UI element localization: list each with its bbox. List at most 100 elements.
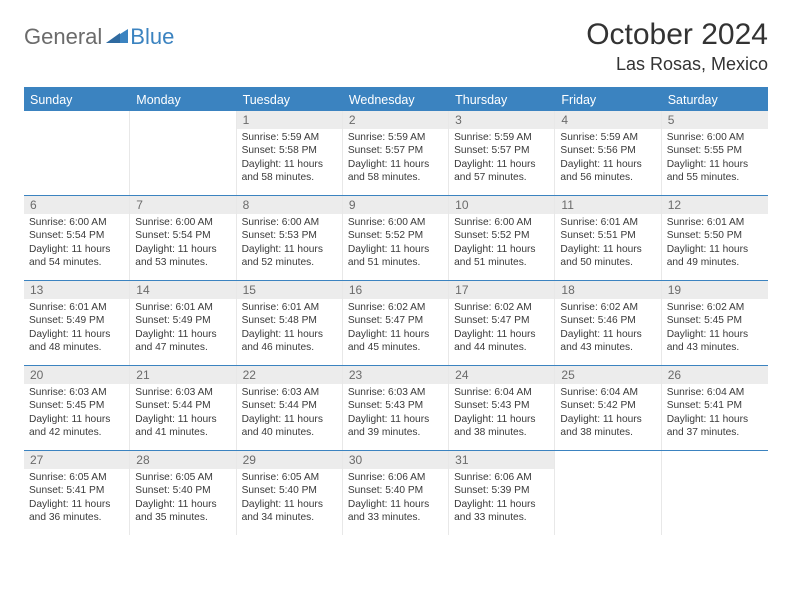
- calendar-day: 15Sunrise: 6:01 AMSunset: 5:48 PMDayligh…: [237, 281, 343, 365]
- day-number: 12: [662, 196, 768, 214]
- daylight-text: Daylight: 11 hours and 52 minutes.: [242, 243, 337, 270]
- daylight-text: Daylight: 11 hours and 48 minutes.: [29, 328, 124, 355]
- logo-text-blue: Blue: [130, 24, 174, 50]
- sunset-text: Sunset: 5:50 PM: [667, 229, 763, 242]
- daylight-text: Daylight: 11 hours and 51 minutes.: [454, 243, 549, 270]
- day-info: Sunrise: 6:04 AMSunset: 5:43 PMDaylight:…: [449, 384, 554, 440]
- day-number: 1: [237, 111, 342, 129]
- weekday-header: Thursday: [449, 89, 555, 111]
- sunset-text: Sunset: 5:49 PM: [29, 314, 124, 327]
- day-info: Sunrise: 6:00 AMSunset: 5:53 PMDaylight:…: [237, 214, 342, 270]
- calendar-week: 20Sunrise: 6:03 AMSunset: 5:45 PMDayligh…: [24, 365, 768, 450]
- weekday-header: Friday: [555, 89, 661, 111]
- sunrise-text: Sunrise: 6:01 AM: [667, 216, 763, 229]
- sunrise-text: Sunrise: 6:00 AM: [348, 216, 443, 229]
- day-info: Sunrise: 6:03 AMSunset: 5:44 PMDaylight:…: [130, 384, 235, 440]
- title-block: October 2024 Las Rosas, Mexico: [586, 18, 768, 75]
- calendar-day: [662, 451, 768, 535]
- day-number: 23: [343, 366, 448, 384]
- calendar-week: 1Sunrise: 5:59 AMSunset: 5:58 PMDaylight…: [24, 111, 768, 195]
- logo-text-general: General: [24, 24, 102, 50]
- day-info: Sunrise: 6:01 AMSunset: 5:49 PMDaylight:…: [130, 299, 235, 355]
- sunset-text: Sunset: 5:47 PM: [348, 314, 443, 327]
- calendar-day: [130, 111, 236, 195]
- weekday-header: Wednesday: [343, 89, 449, 111]
- day-number: 26: [662, 366, 768, 384]
- day-info: Sunrise: 6:04 AMSunset: 5:42 PMDaylight:…: [555, 384, 660, 440]
- day-info: Sunrise: 6:02 AMSunset: 5:47 PMDaylight:…: [343, 299, 448, 355]
- sunset-text: Sunset: 5:43 PM: [348, 399, 443, 412]
- day-info: Sunrise: 6:01 AMSunset: 5:51 PMDaylight:…: [555, 214, 660, 270]
- day-info: Sunrise: 6:05 AMSunset: 5:40 PMDaylight:…: [237, 469, 342, 525]
- daylight-text: Daylight: 11 hours and 56 minutes.: [560, 158, 655, 185]
- day-number: 9: [343, 196, 448, 214]
- sunset-text: Sunset: 5:49 PM: [135, 314, 230, 327]
- day-info: Sunrise: 6:05 AMSunset: 5:41 PMDaylight:…: [24, 469, 129, 525]
- sunset-text: Sunset: 5:45 PM: [29, 399, 124, 412]
- calendar-day: 3Sunrise: 5:59 AMSunset: 5:57 PMDaylight…: [449, 111, 555, 195]
- calendar-day: 27Sunrise: 6:05 AMSunset: 5:41 PMDayligh…: [24, 451, 130, 535]
- calendar-day: 16Sunrise: 6:02 AMSunset: 5:47 PMDayligh…: [343, 281, 449, 365]
- sunset-text: Sunset: 5:41 PM: [667, 399, 763, 412]
- weekday-header: Monday: [130, 89, 236, 111]
- sunrise-text: Sunrise: 5:59 AM: [454, 131, 549, 144]
- sunrise-text: Sunrise: 6:04 AM: [454, 386, 549, 399]
- daylight-text: Daylight: 11 hours and 33 minutes.: [348, 498, 443, 525]
- day-info: Sunrise: 6:06 AMSunset: 5:39 PMDaylight:…: [449, 469, 554, 525]
- daylight-text: Daylight: 11 hours and 58 minutes.: [242, 158, 337, 185]
- daylight-text: Daylight: 11 hours and 33 minutes.: [454, 498, 549, 525]
- daylight-text: Daylight: 11 hours and 40 minutes.: [242, 413, 337, 440]
- calendar-day: 23Sunrise: 6:03 AMSunset: 5:43 PMDayligh…: [343, 366, 449, 450]
- sunrise-text: Sunrise: 6:05 AM: [242, 471, 337, 484]
- daylight-text: Daylight: 11 hours and 35 minutes.: [135, 498, 230, 525]
- calendar-day: 14Sunrise: 6:01 AMSunset: 5:49 PMDayligh…: [130, 281, 236, 365]
- day-number: 24: [449, 366, 554, 384]
- day-info: Sunrise: 5:59 AMSunset: 5:57 PMDaylight:…: [343, 129, 448, 185]
- calendar-week: 13Sunrise: 6:01 AMSunset: 5:49 PMDayligh…: [24, 280, 768, 365]
- calendar-day: 31Sunrise: 6:06 AMSunset: 5:39 PMDayligh…: [449, 451, 555, 535]
- sunset-text: Sunset: 5:43 PM: [454, 399, 549, 412]
- day-number: 8: [237, 196, 342, 214]
- calendar-day: 18 Sunrise: 6:02 AMSunset: 5:46 PMDayligh…: [555, 281, 661, 365]
- calendar-day: 19Sunrise: 6:02 AMSunset: 5:45 PMDayligh…: [662, 281, 768, 365]
- day-number: 19: [662, 281, 768, 299]
- sunrise-text: Sunrise: 6:01 AM: [560, 216, 655, 229]
- calendar-day: 12 Sunrise: 6:01 AMSunset: 5:50 PMDayligh…: [662, 196, 768, 280]
- daylight-text: Daylight: 11 hours and 55 minutes.: [667, 158, 763, 185]
- daylight-text: Daylight: 11 hours and 43 minutes.: [560, 328, 655, 355]
- daylight-text: Daylight: 11 hours and 38 minutes.: [454, 413, 549, 440]
- sunrise-text: Sunrise: 6:03 AM: [348, 386, 443, 399]
- day-info: Sunrise: 6:00 AMSunset: 5:54 PMDaylight:…: [24, 214, 129, 270]
- daylight-text: Daylight: 11 hours and 34 minutes.: [242, 498, 337, 525]
- day-number: 27: [24, 451, 129, 469]
- daylight-text: Daylight: 11 hours and 46 minutes.: [242, 328, 337, 355]
- sunset-text: Sunset: 5:46 PM: [560, 314, 655, 327]
- calendar-day: 10Sunrise: 6:00 AMSunset: 5:52 PMDayligh…: [449, 196, 555, 280]
- sunset-text: Sunset: 5:54 PM: [29, 229, 124, 242]
- sunset-text: Sunset: 5:53 PM: [242, 229, 337, 242]
- weekday-header-row: Sunday Monday Tuesday Wednesday Thursday…: [24, 89, 768, 111]
- day-number: 13: [24, 281, 129, 299]
- sunrise-text: Sunrise: 5:59 AM: [348, 131, 443, 144]
- day-number: 18: [555, 281, 660, 299]
- weekday-header: Tuesday: [237, 89, 343, 111]
- sunset-text: Sunset: 5:40 PM: [348, 484, 443, 497]
- day-number: 28: [130, 451, 235, 469]
- day-info: Sunrise: 6:03 AMSunset: 5:43 PMDaylight:…: [343, 384, 448, 440]
- sunrise-text: Sunrise: 6:01 AM: [29, 301, 124, 314]
- day-number: 10: [449, 196, 554, 214]
- calendar-day: 13 Sunrise: 6:01 AMSunset: 5:49 PMDayligh…: [24, 281, 130, 365]
- sunrise-text: Sunrise: 6:01 AM: [242, 301, 337, 314]
- sunrise-text: Sunrise: 6:06 AM: [348, 471, 443, 484]
- sunset-text: Sunset: 5:44 PM: [242, 399, 337, 412]
- daylight-text: Daylight: 11 hours and 53 minutes.: [135, 243, 230, 270]
- calendar-week: 6Sunrise: 6:00 AMSunset: 5:54 PMDaylight…: [24, 195, 768, 280]
- day-info: Sunrise: 6:05 AMSunset: 5:40 PMDaylight:…: [130, 469, 235, 525]
- calendar-day: 20Sunrise: 6:03 AMSunset: 5:45 PMDayligh…: [24, 366, 130, 450]
- daylight-text: Daylight: 11 hours and 49 minutes.: [667, 243, 763, 270]
- daylight-text: Daylight: 11 hours and 37 minutes.: [667, 413, 763, 440]
- daylight-text: Daylight: 11 hours and 43 minutes.: [667, 328, 763, 355]
- sunrise-text: Sunrise: 6:02 AM: [560, 301, 655, 314]
- sunset-text: Sunset: 5:58 PM: [242, 144, 337, 157]
- calendar-day: 2Sunrise: 5:59 AMSunset: 5:57 PMDaylight…: [343, 111, 449, 195]
